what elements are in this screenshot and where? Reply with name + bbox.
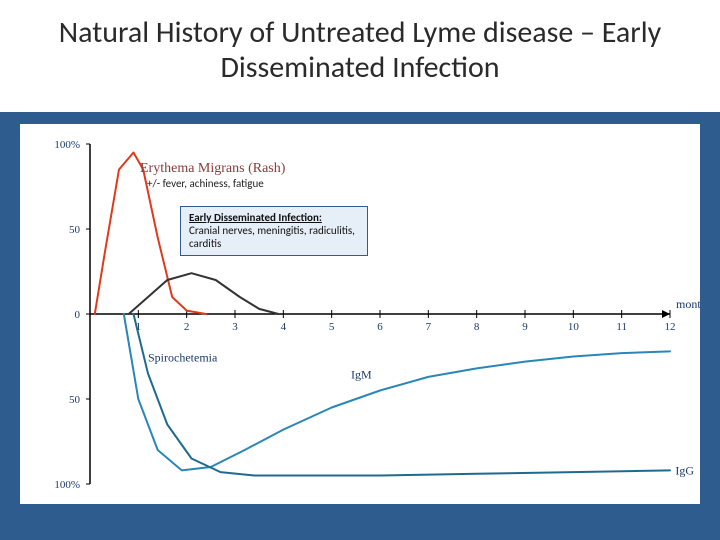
svg-text:3: 3 (232, 321, 238, 333)
svg-text:100%: 100% (54, 139, 80, 151)
svg-text:4: 4 (281, 321, 287, 333)
svg-text:10: 10 (568, 321, 580, 333)
svg-text:7: 7 (426, 321, 432, 333)
lyme-history-chart: 123456789101112100%50050100% Erythema Mi… (20, 124, 700, 504)
svg-text:50: 50 (69, 394, 81, 406)
slide: Natural History of Untreated Lyme diseas… (0, 0, 720, 540)
spirochetemia-label: Spirochetemia (148, 351, 218, 365)
svg-text:5: 5 (329, 321, 335, 333)
x-axis-label: months (676, 297, 700, 311)
erythema-sublabel: +/- fever, achiness, fatigue (147, 177, 264, 190)
svg-text:2: 2 (184, 321, 190, 333)
slide-title: Natural History of Untreated Lyme diseas… (40, 8, 680, 89)
igm-label: IgM (351, 368, 372, 382)
svg-text:8: 8 (474, 321, 480, 333)
callout-early-disseminated: Early Disseminated Infection: Cranial ne… (180, 206, 368, 256)
svg-text:9: 9 (522, 321, 528, 333)
svg-text:50: 50 (69, 224, 81, 236)
chart-panel: 123456789101112100%50050100% Erythema Mi… (20, 124, 700, 504)
svg-text:11: 11 (616, 321, 627, 333)
igg-label: IgG (675, 463, 694, 477)
svg-text:12: 12 (665, 321, 676, 333)
callout-body: Cranial nerves, meningitis, radiculitis,… (189, 224, 355, 250)
svg-text:0: 0 (75, 309, 81, 321)
callout-title: Early Disseminated Infection: (189, 211, 322, 224)
svg-text:6: 6 (377, 321, 383, 333)
erythema-label: Erythema Migrans (Rash) (140, 161, 286, 176)
svg-text:100%: 100% (54, 479, 80, 491)
